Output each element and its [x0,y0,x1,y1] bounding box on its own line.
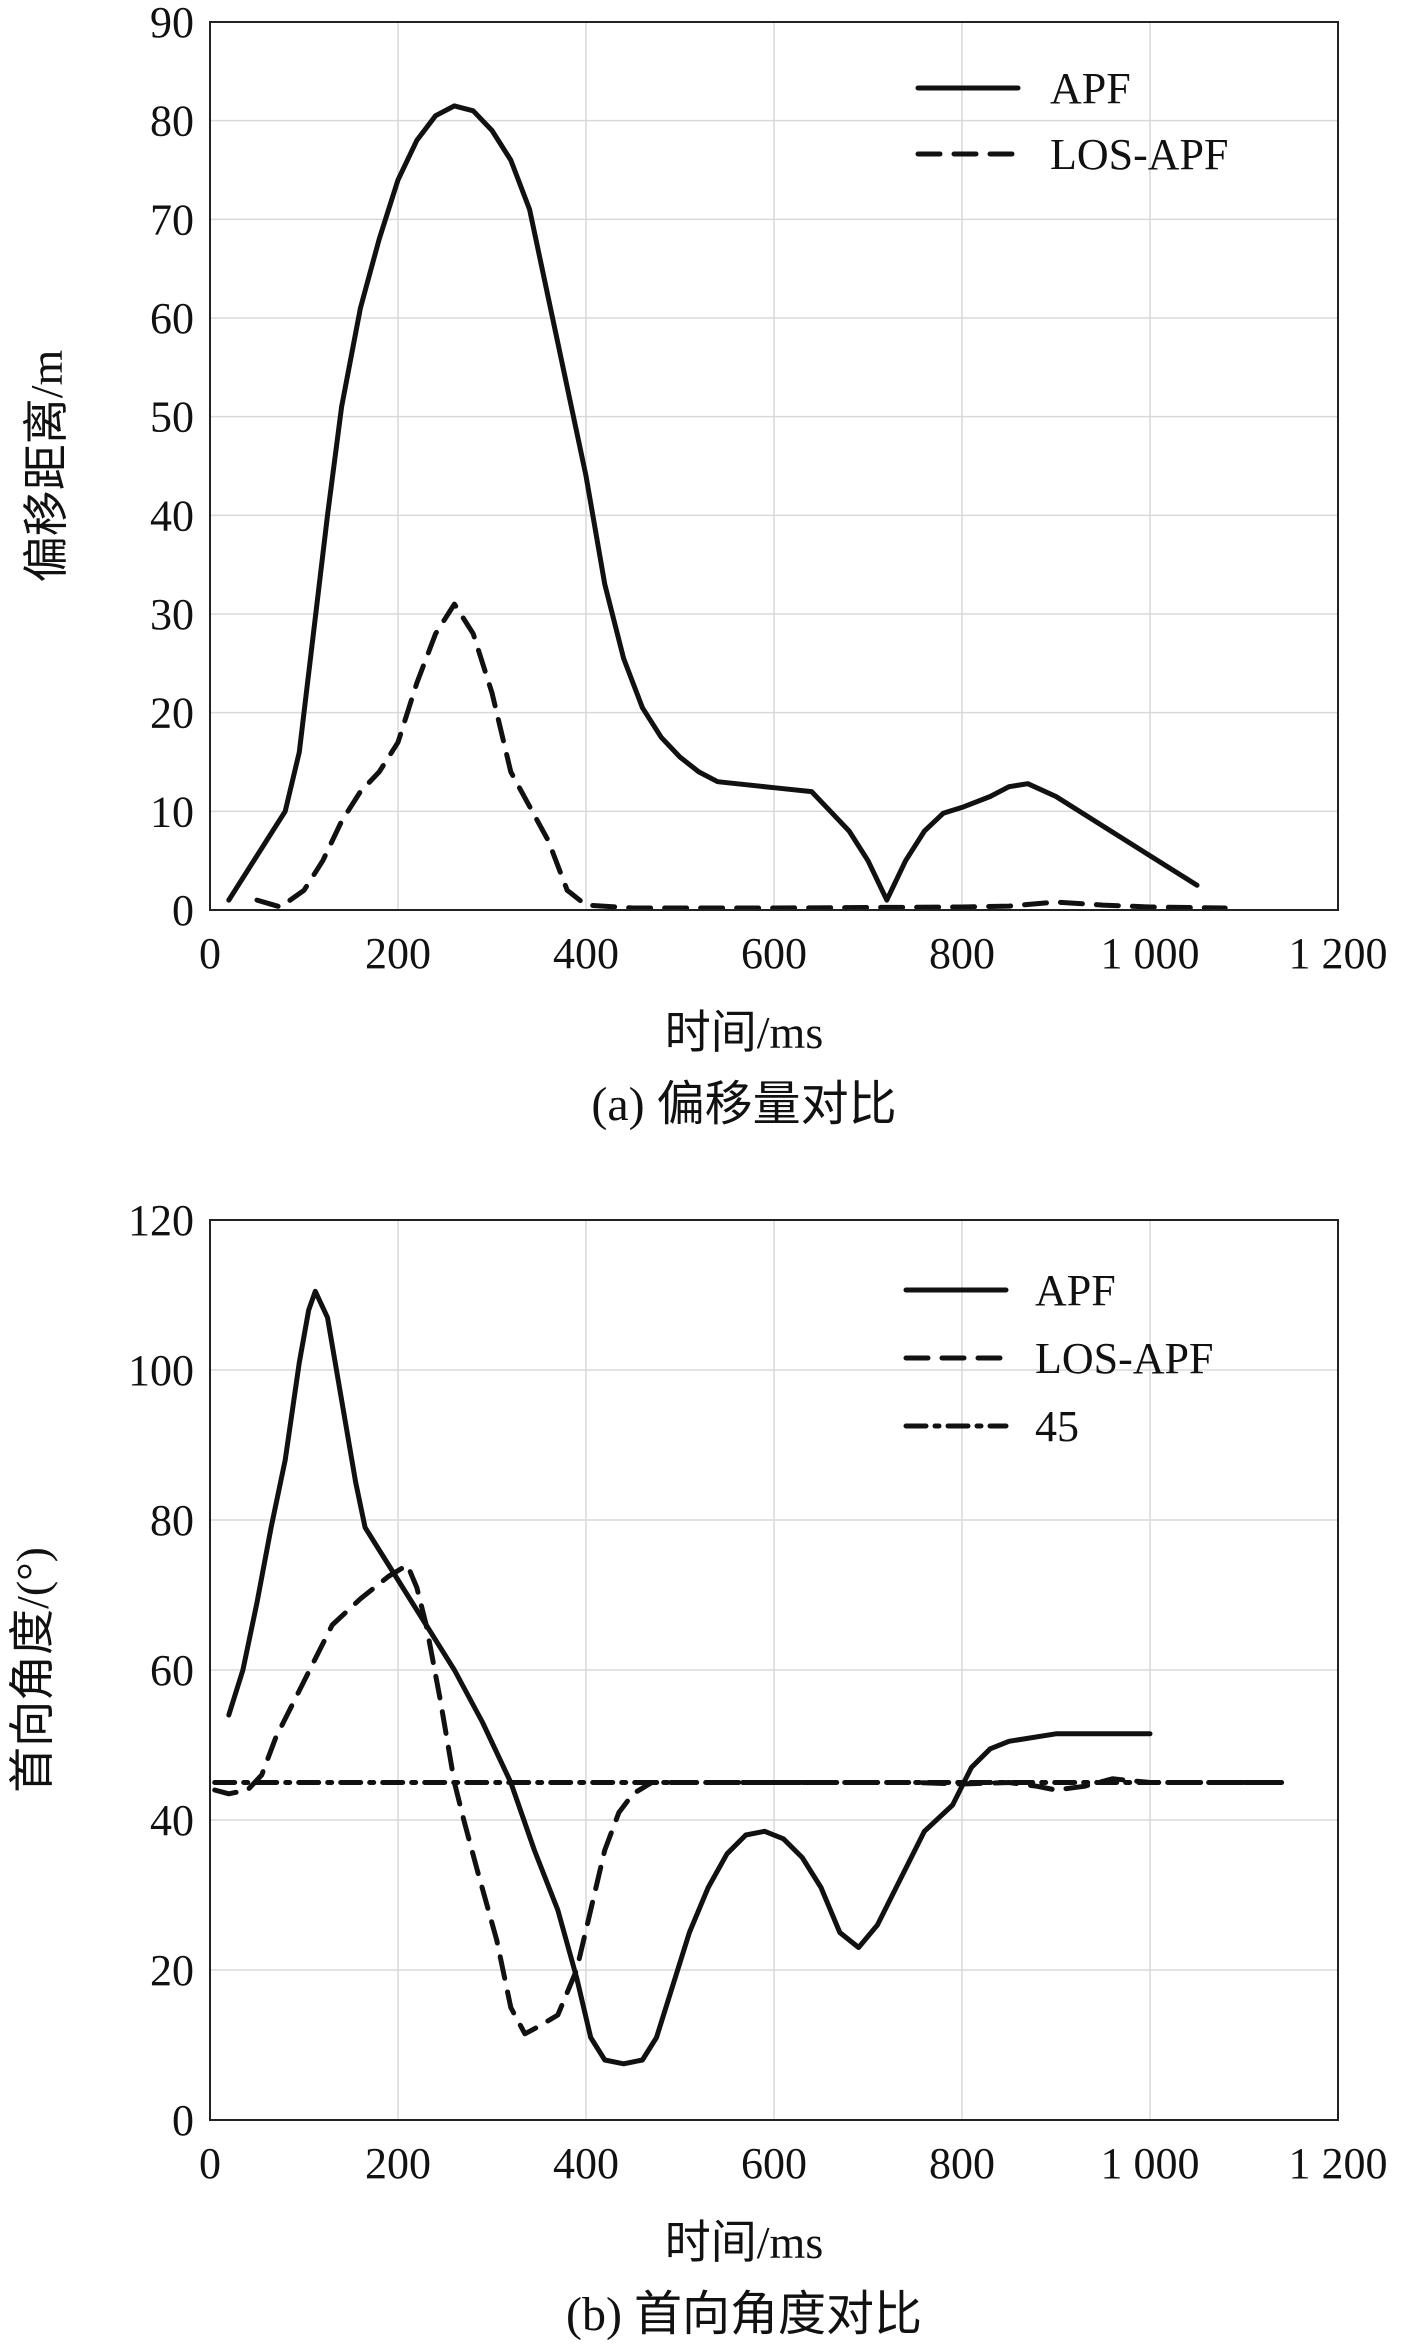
chart-a-ticks: 0 200 400 600 800 1 000 1 200 0 10 20 30 40 50 60 70 80… [150,0,1388,978]
chart-b-series-apf-line [226,1288,1153,2067]
chart-b-y-tick-label: 40 [150,1796,194,1845]
chart-a-x-tick-label: 0 [199,929,221,978]
chart-b-y-tick-label: 0 [172,2096,194,2145]
chart-a-y-tick-label: 20 [150,689,194,738]
chart-b-y-tick-label: 60 [150,1646,194,1695]
chart-b-x-tick-label: 400 [553,2139,619,2188]
chart-b-x-tick-label: 0 [199,2139,221,2188]
chart-b-x-tick-label: 200 [365,2139,431,2188]
chart-b-legend-label: LOS-APF [1035,1334,1214,1383]
chart-offset-comparison: 0 200 400 600 800 1 000 1 200 0 10 20 30 40 50 60 70 80… [21,0,1388,1131]
chart-a-x-tick-label: 1 200 [1289,929,1388,978]
chart-a-y-tick-label: 90 [150,0,194,47]
chart-b-x-axis-label: 时间/ms [665,2217,823,2268]
chart-b-ticks: 0 200 400 600 800 1 000 1 200 0 20 40 60 80 100 120 [128,1196,1388,2188]
chart-b-caption: (b) 首向角度对比 [566,2288,922,2341]
chart-a-caption: (a) 偏移量对比 [591,1078,896,1131]
chart-b-y-tick-label: 120 [128,1196,194,1245]
chart-a-legend-label: APF [1050,64,1131,113]
chart-a-y-tick-label: 60 [150,294,194,343]
chart-heading-comparison: 0 200 400 600 800 1 000 1 200 0 20 40 60 80 100 120 时… [7,1196,1388,2341]
chart-a-y-tick-label: 40 [150,491,194,540]
chart-b-x-tick-label: 600 [741,2139,807,2188]
chart-a-legend: APF LOS-APF [915,64,1229,179]
chart-a-y-tick-label: 30 [150,590,194,639]
chart-a-legend-label: LOS-APF [1050,130,1229,179]
chart-a-series-apf-line [226,103,1200,903]
chart-b-x-tick-label: 1 000 [1101,2139,1200,2188]
chart-a-y-tick-label: 10 [150,787,194,836]
chart-a-series [226,103,1228,911]
chart-a-x-tick-label: 800 [929,929,995,978]
chart-a-y-tick-label: 70 [150,195,194,244]
chart-b-series [212,1288,1285,2067]
chart-a-x-tick-label: 400 [553,929,619,978]
chart-b-y-tick-label: 80 [150,1496,194,1545]
chart-a-x-tick-label: 600 [741,929,807,978]
chart-a-y-tick-label: 0 [172,886,194,935]
chart-b-legend: APF LOS-APF 45 [903,1266,1214,1451]
chart-b-y-tick-label: 20 [150,1946,194,1995]
chart-b-y-tick-label: 100 [128,1346,194,1395]
chart-a-x-axis-label: 时间/ms [665,1007,823,1058]
chart-a-frame [209,21,1339,911]
chart-a-x-tick-label: 1 000 [1101,929,1200,978]
chart-a-y-tick-label: 80 [150,97,194,146]
chart-b-legend-label: 45 [1035,1402,1079,1451]
chart-a-series-los-apf-line [254,601,1228,911]
chart-b-y-axis-label: 首向角度/(°) [7,1547,58,1793]
chart-b-frame [209,1219,1339,2121]
chart-a-y-axis-label: 偏移距离/m [21,350,72,583]
chart-b-series-los-apf-line [212,1562,1275,2037]
chart-b-legend-label: APF [1035,1266,1116,1315]
chart-b-x-tick-label: 1 200 [1289,2139,1388,2188]
chart-b-x-tick-label: 800 [929,2139,995,2188]
chart-a-y-tick-label: 50 [150,393,194,442]
chart-a-x-tick-label: 200 [365,929,431,978]
